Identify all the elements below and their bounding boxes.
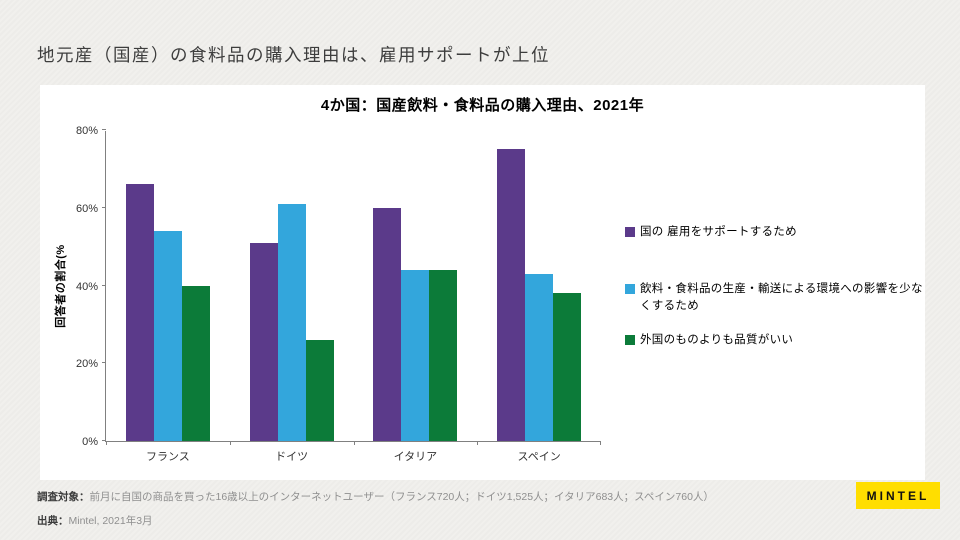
x-category-label: スペイン <box>517 451 561 463</box>
bar <box>125 184 154 441</box>
bar <box>153 231 182 441</box>
x-tick-mark <box>600 441 601 445</box>
y-tick-mark <box>102 284 106 286</box>
footer-source-text: Mintel, 2021年3月 <box>68 515 153 527</box>
x-tick-mark <box>353 441 355 445</box>
x-category-label: ドイツ <box>275 451 309 463</box>
y-tick-mark <box>102 206 106 208</box>
x-category-label: イタリア <box>393 451 438 463</box>
y-tick-mark <box>102 440 106 441</box>
bar <box>277 203 306 441</box>
y-tick-mark <box>102 362 106 364</box>
legend-item: 飲料・食料品の生産・輸送による環境への影響を少なくするため <box>625 281 923 314</box>
bar-group-イタリア <box>354 131 478 441</box>
footer-survey-label: 調査対象： <box>37 491 90 503</box>
legend-label: 外国のものよりも品質がいい <box>640 334 794 346</box>
x-tick-mark <box>229 441 231 445</box>
bar <box>525 273 554 441</box>
bar <box>429 269 458 441</box>
bar <box>553 293 582 441</box>
legend-label: 飲料・食料品の生産・輸送による環境への影響を少なくするため <box>640 283 923 312</box>
footer-survey-text: 前月に自国の商品を買った16歳以上のインターネットユーザー（フランス720人；ド… <box>89 491 714 503</box>
bar <box>181 285 210 441</box>
x-tick-mark <box>106 441 107 445</box>
y-tick-label: 80% <box>75 125 98 137</box>
bar <box>249 242 278 441</box>
legend-swatch-icon <box>625 335 635 345</box>
legend-swatch-icon <box>625 227 635 237</box>
y-tick-label: 60% <box>75 202 98 215</box>
bar <box>401 269 430 441</box>
y-tick-label: 20% <box>75 358 98 371</box>
bar-group-ドイツ <box>230 131 354 441</box>
bar <box>305 339 334 441</box>
bar-group-スペイン <box>477 131 601 441</box>
footer-survey-line: 調査対象：前月に自国の商品を買った16歳以上のインターネットユーザー（フランス7… <box>37 489 714 504</box>
bar <box>373 207 402 441</box>
mintel-logo: MINTEL <box>856 482 940 509</box>
plot-area: 0% 20% 40% 60% 80% フランス ドイツ イタリア スペイン <box>76 125 601 463</box>
y-tick-label: 40% <box>75 280 98 293</box>
y-tick-label: 0% <box>82 436 98 448</box>
bar-group-フランス <box>106 131 230 441</box>
legend-label: 国の 雇用をサポートするため <box>640 226 797 238</box>
legend-item: 国の 雇用をサポートするため <box>625 224 923 241</box>
chart-card: 4か国：国産飲料・食料品の購入理由、2021年 回答者の割合(% 0% 20% 40… <box>40 85 925 480</box>
y-tick-mark <box>102 129 106 130</box>
footer-source-label: 出典： <box>37 515 69 527</box>
page-title: 地元産（国産）の食料品の購入理由は、雇用サポートが上位 <box>37 45 550 65</box>
footer-source-line: 出典：Mintel, 2021年3月 <box>37 513 153 528</box>
legend-swatch-icon <box>625 284 635 294</box>
x-category-label: フランス <box>145 451 190 463</box>
bar <box>497 149 526 441</box>
chart-title: 4か国：国産飲料・食料品の購入理由、2021年 <box>320 97 645 114</box>
x-tick-mark <box>477 441 479 445</box>
legend-item: 外国のものよりも品質がいい <box>625 332 923 349</box>
